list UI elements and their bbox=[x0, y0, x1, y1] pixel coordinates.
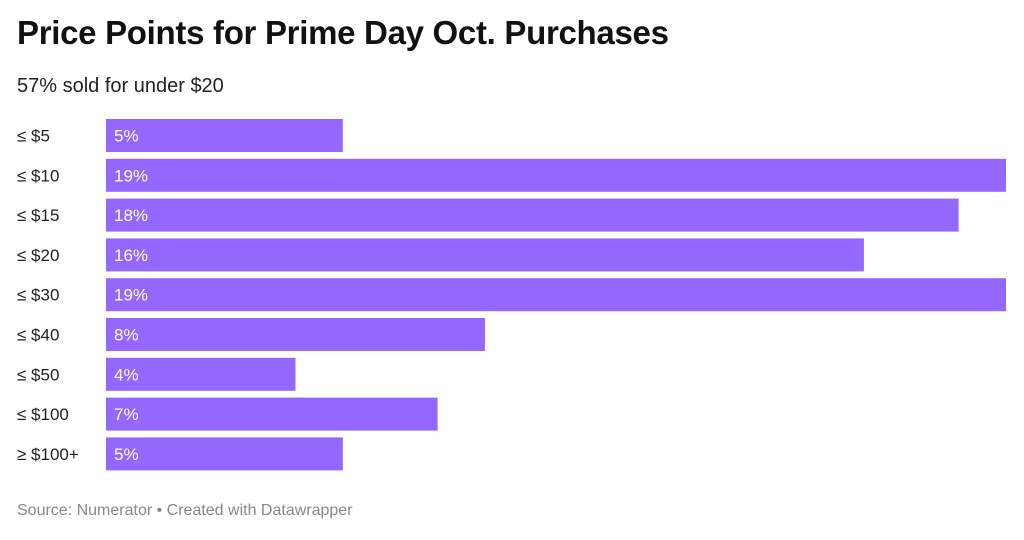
data-label: 5% bbox=[114, 127, 139, 146]
bar bbox=[106, 397, 438, 431]
chart-title: Price Points for Prime Day Oct. Purchase… bbox=[17, 14, 669, 51]
bar bbox=[106, 357, 296, 391]
category-label: ≤ $50 bbox=[17, 365, 59, 384]
data-label: 4% bbox=[114, 365, 139, 384]
data-label: 16% bbox=[114, 246, 148, 265]
bar bbox=[106, 278, 1006, 312]
category-label: ≤ $15 bbox=[17, 206, 59, 225]
bar bbox=[106, 158, 1006, 192]
category-label: ≤ $100 bbox=[17, 405, 69, 424]
category-label: ≤ $30 bbox=[17, 286, 59, 305]
bar bbox=[106, 198, 959, 232]
data-label: 19% bbox=[114, 286, 148, 305]
category-label: ≤ $10 bbox=[17, 166, 59, 185]
data-label: 18% bbox=[114, 206, 148, 225]
chart-subtitle: 57% sold for under $20 bbox=[17, 75, 224, 97]
data-label: 19% bbox=[114, 166, 148, 185]
category-label: ≤ $20 bbox=[17, 246, 59, 265]
bar bbox=[106, 238, 864, 272]
bar bbox=[106, 119, 343, 152]
bar bbox=[106, 437, 343, 471]
category-label: ≤ $5 bbox=[17, 127, 50, 146]
data-label: 5% bbox=[114, 445, 139, 464]
data-label: 8% bbox=[114, 326, 139, 345]
category-label: ≥ $100+ bbox=[17, 445, 79, 464]
bar bbox=[106, 318, 485, 351]
data-label: 7% bbox=[114, 405, 139, 424]
category-label: ≤ $40 bbox=[17, 326, 59, 345]
source-note: Source: Numerator • Created with Datawra… bbox=[17, 502, 353, 519]
